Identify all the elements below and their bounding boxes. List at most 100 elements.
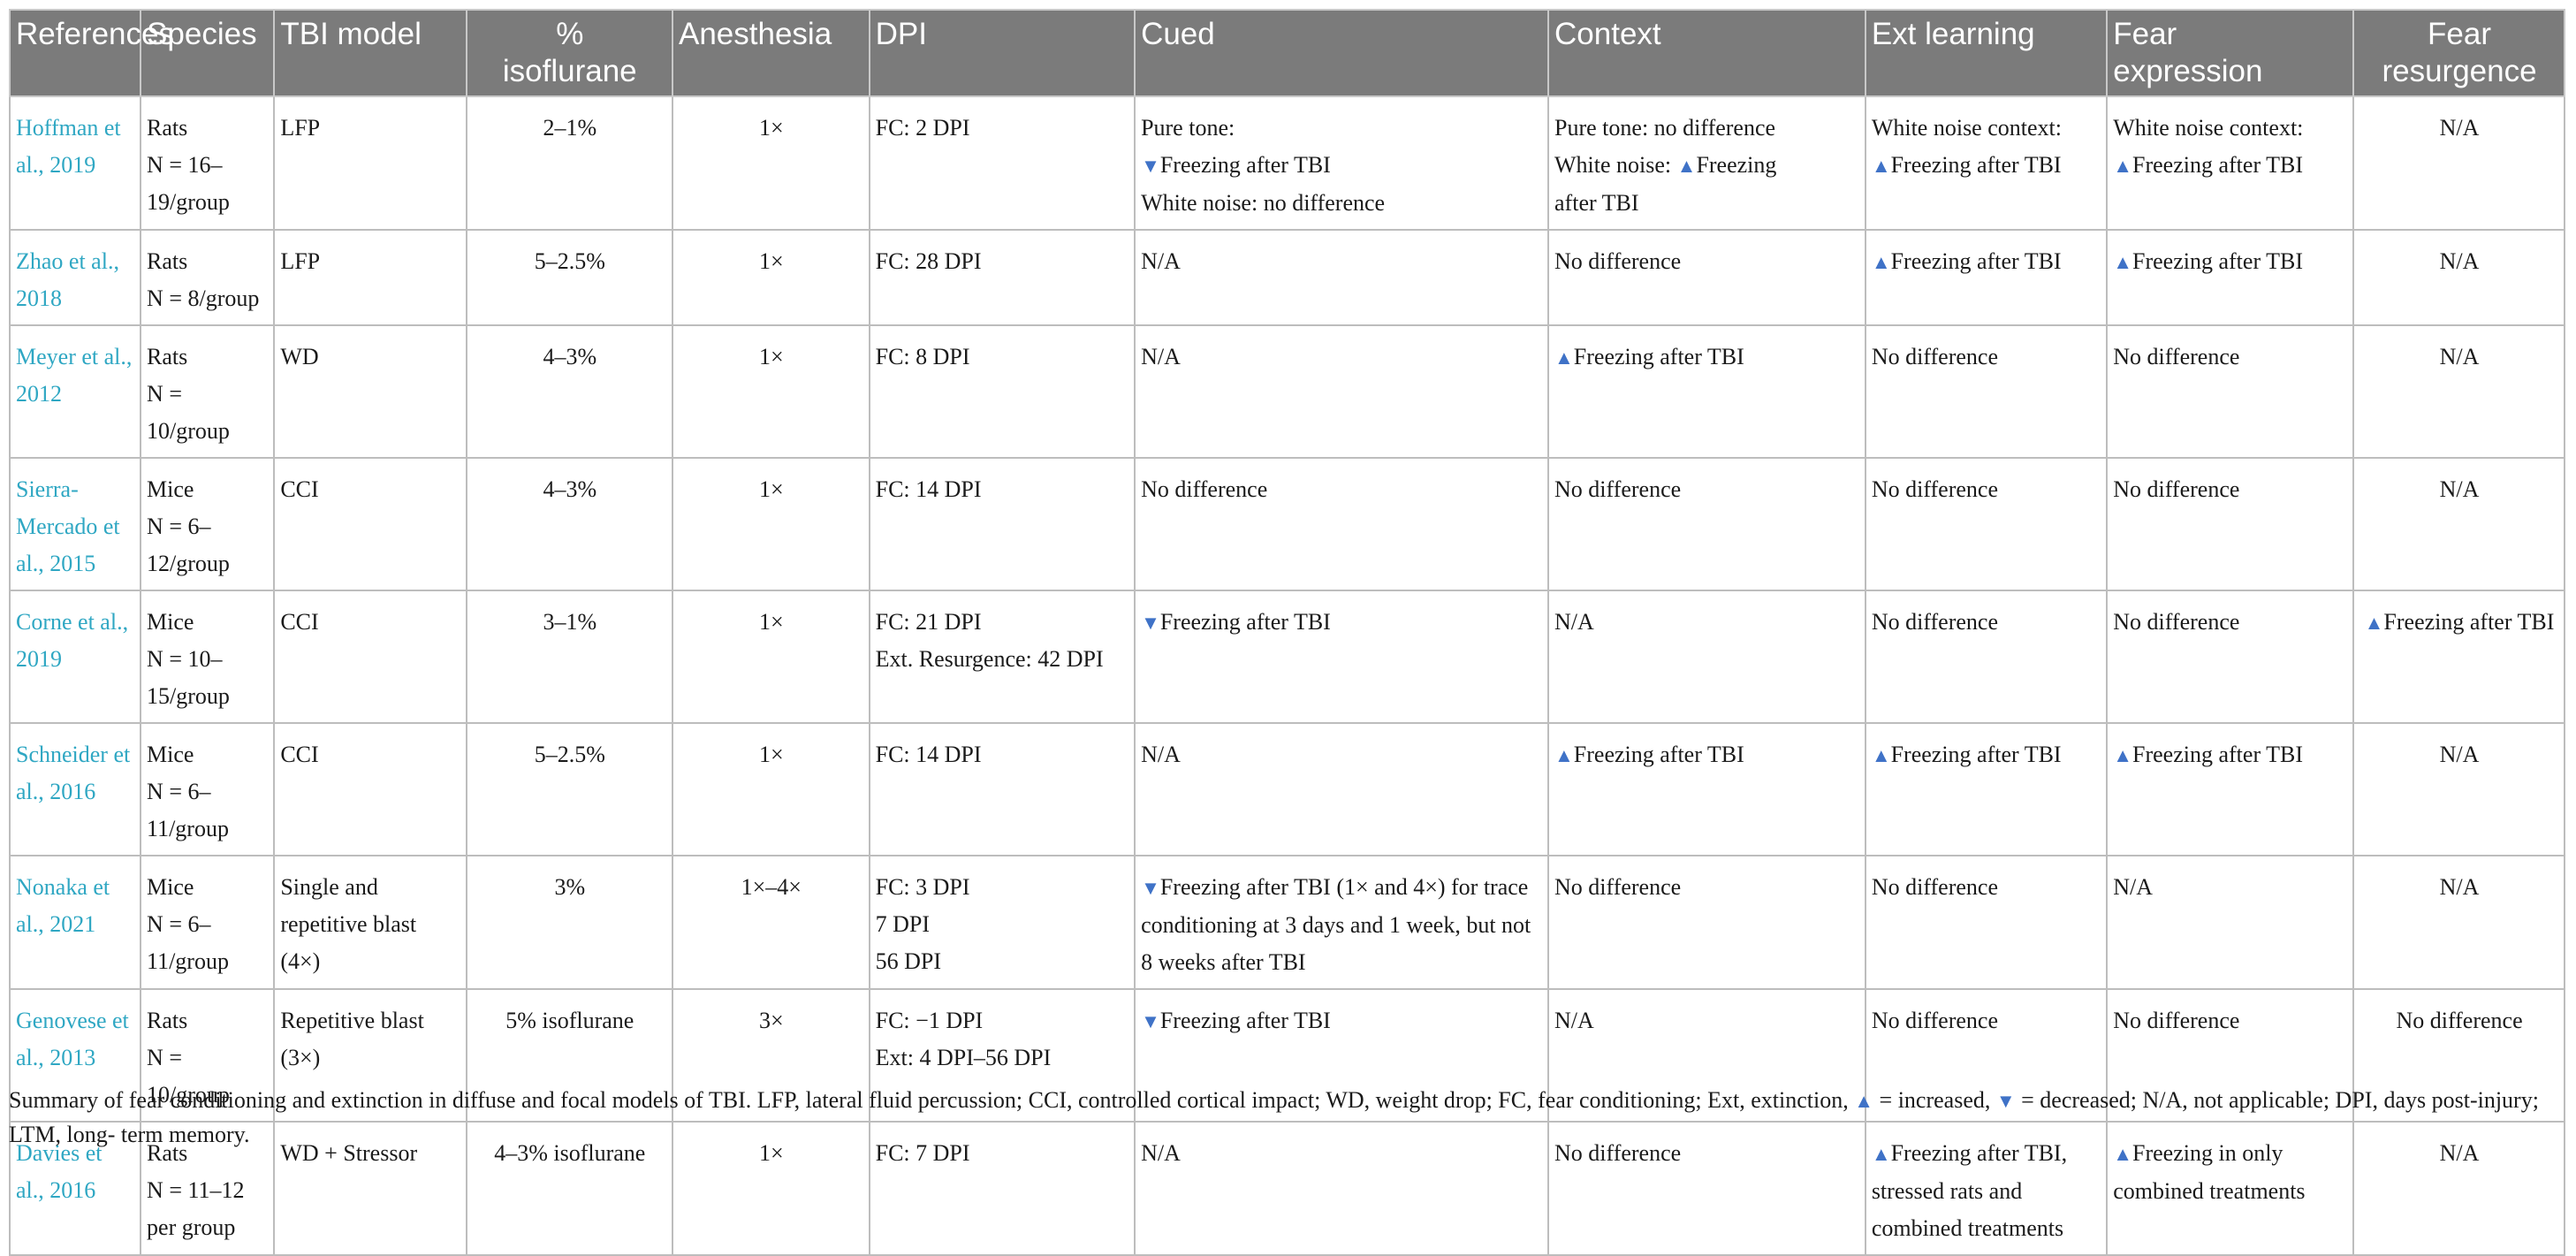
header-species: Species: [140, 9, 276, 97]
cell-line: N = 6–11/group: [147, 779, 229, 841]
cell-text: N/A: [2439, 742, 2480, 767]
fear-expression-cell: N/A: [2106, 855, 2355, 990]
cell-line: ▲Freezing after TBI: [1872, 736, 2101, 774]
cell-line: ▲Freezing after TBI: [1872, 147, 2101, 185]
table-row: Sierra-Mercado et al., 2015 Mice N = 6–12/…: [8, 457, 2565, 591]
tbi-model-cell: CCI: [273, 722, 467, 856]
fear-resurgence-cell: No difference: [2352, 988, 2565, 1123]
reference-link[interactable]: Genovese et al., 2013: [8, 988, 142, 1123]
cell-line: ▲Freezing after TBI: [2359, 604, 2559, 642]
cell-line: 2–1%: [543, 115, 597, 141]
cell-line: White noise: ▲Freezing: [1554, 147, 1860, 185]
anesthesia-cell: 1×: [672, 590, 870, 724]
reference-link[interactable]: Corne et al., 2019: [8, 590, 142, 724]
reference-link[interactable]: Hoffman et al., 2019: [8, 95, 142, 231]
cell-text: Pure tone: no difference: [1554, 115, 1776, 141]
cell-line: N = 10–15/group: [147, 646, 230, 709]
header-fear-resurgence: Fear resurgence: [2352, 9, 2565, 97]
header-cued: Cued: [1134, 9, 1550, 97]
fear-resurgence-cell: N/A: [2352, 95, 2565, 231]
cell-line: N = 16–19/group: [147, 152, 230, 215]
cell-line: No difference: [1141, 471, 1543, 508]
fear-resurgence-cell: ▲Freezing after TBI: [2352, 590, 2565, 724]
cell-line: No difference: [1872, 471, 2101, 508]
down-triangle-icon: ▼: [1141, 155, 1160, 177]
header-tbi-model: TBI model: [273, 9, 467, 97]
reference-link[interactable]: Meyer et al., 2012: [8, 324, 142, 459]
up-triangle-icon: ▲: [1871, 744, 1891, 766]
reference-link[interactable]: Nonaka et al., 2021: [8, 855, 142, 990]
cell-line: 7 DPI: [875, 911, 931, 937]
dpi-cell: FC: 14 DPI: [868, 722, 1136, 856]
cell-line: FC: 28 DPI: [875, 248, 982, 274]
fear-expression-cell: No difference: [2106, 324, 2355, 459]
cell-text: No difference: [1871, 1008, 1998, 1033]
cell-line: N = 8/group: [147, 285, 260, 311]
cell-line: Rats: [147, 344, 188, 369]
cell-line: Mice: [147, 609, 194, 635]
cell-text: Freezing after TBI: [1890, 248, 2062, 274]
cell-text: N/A: [1554, 609, 1594, 635]
table-row: Meyer et al., 2012 Rats N = 10/group WD 4–3%…: [8, 324, 2565, 459]
cell-line: No difference: [1554, 869, 1860, 906]
ext-learning-cell: No difference: [1864, 590, 2109, 724]
reference-link[interactable]: Schneider et al., 2016: [8, 722, 142, 856]
cell-line: 5–2.5%: [534, 742, 605, 767]
header-context: Context: [1547, 9, 1866, 97]
header-references: References: [8, 9, 174, 97]
cell-text: N/A: [2439, 115, 2480, 141]
cell-line: 56 DPI: [875, 948, 942, 974]
cell-line: No difference: [1554, 471, 1860, 508]
cell-line: No difference: [1872, 869, 2101, 906]
cell-line: White noise context:: [2113, 110, 2348, 147]
cell-line: ▲Freezing after TBI: [1554, 736, 1860, 774]
context-cell: No difference: [1547, 229, 1866, 326]
up-triangle-icon: ▲: [1854, 1090, 1874, 1112]
isoflurane-cell: 5–2.5%: [465, 229, 674, 326]
isoflurane-cell: 5% isoflurane: [465, 988, 674, 1123]
cell-line: Ext. Resurgence: 42 DPI: [875, 646, 1104, 672]
cell-line: No difference: [2359, 1002, 2559, 1039]
cell-text: N/A: [1554, 1008, 1594, 1033]
cell-line: N/A: [2359, 471, 2559, 508]
cell-line: ▲Freezing after TBI: [1554, 339, 1860, 377]
table-row: Hoffman et al., 2019 Rats N = 16–19/group L…: [8, 95, 2565, 231]
table-row: Corne et al., 2019 Mice N = 10–15/group CCI…: [8, 590, 2565, 724]
cell-line: ▲Freezing after TBI: [2113, 736, 2348, 774]
reference-link[interactable]: Zhao et al., 2018: [8, 229, 142, 326]
cell-text: N/A: [2113, 874, 2154, 900]
cell-line: FC: 14 DPI: [875, 742, 982, 767]
cell-line: N/A: [1554, 1002, 1860, 1039]
fear-expression-cell: No difference: [2106, 590, 2355, 724]
cell-text: Freezing after TBI, stressed rats and co…: [1871, 1140, 2068, 1241]
cell-line: ▼Freezing after TBI: [1141, 604, 1543, 642]
cell-line: No difference: [1872, 339, 2101, 376]
cell-text: No difference: [1871, 874, 1998, 900]
reference-link[interactable]: Sierra-Mercado et al., 2015: [8, 457, 142, 591]
down-triangle-icon: ▼: [1141, 877, 1160, 899]
context-cell: ▲Freezing after TBI: [1547, 324, 1866, 459]
tbi-model-cell: WD: [273, 324, 467, 459]
header-isoflurane: % isoflurane: [465, 9, 674, 97]
up-triangle-icon: ▲: [2113, 744, 2133, 766]
up-triangle-icon: ▲: [2364, 612, 2384, 634]
cell-line: White noise context:: [1872, 110, 2101, 147]
up-triangle-icon: ▲: [2113, 155, 2133, 177]
anesthesia-cell: 1×: [672, 324, 870, 459]
cell-line: N/A: [2359, 736, 2559, 773]
table-row: Zhao et al., 2018 Rats N = 8/group LFP 5–2.5…: [8, 229, 2565, 326]
tbi-model-cell: Repetitive blast (3×): [273, 988, 467, 1123]
anesthesia-cell: 1×–4×: [672, 855, 870, 990]
cell-text: N/A: [2439, 476, 2480, 502]
cell-line: ▲Freezing after TBI, stressed rats and c…: [1872, 1135, 2101, 1247]
cell-text: White noise context:: [1871, 115, 2062, 141]
cell-line: ▲Freezing after TBI: [2113, 243, 2348, 281]
ext-learning-cell: No difference: [1864, 457, 2109, 591]
dpi-cell: FC: 21 DPI Ext. Resurgence: 42 DPI: [868, 590, 1136, 724]
cell-line: No difference: [2113, 604, 2348, 641]
cell-line: Rats: [147, 1008, 188, 1033]
fear-resurgence-cell: N/A: [2352, 229, 2565, 326]
tbi-model-cell: LFP: [273, 95, 467, 231]
cued-cell: Pure tone: ▼Freezing after TBI White noise…: [1134, 95, 1550, 231]
cell-line: FC: 8 DPI: [875, 344, 970, 369]
